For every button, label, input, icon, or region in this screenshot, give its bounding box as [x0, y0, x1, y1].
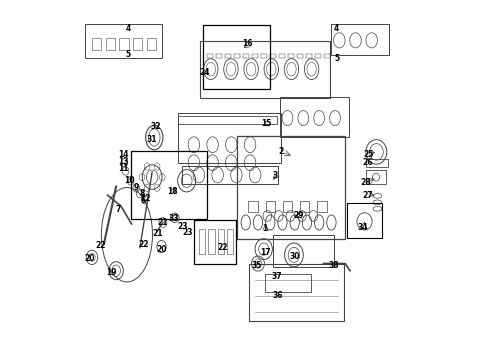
- Text: 22: 22: [218, 243, 228, 252]
- Bar: [208, 229, 215, 254]
- Bar: [324, 54, 330, 58]
- Text: 31: 31: [147, 135, 157, 144]
- Bar: [366, 159, 388, 167]
- Text: 4: 4: [334, 24, 340, 33]
- Text: 21: 21: [152, 229, 163, 238]
- Bar: [283, 201, 292, 212]
- Bar: [279, 54, 285, 58]
- Text: 13: 13: [118, 157, 128, 166]
- Text: 37: 37: [271, 272, 282, 281]
- Text: 35: 35: [251, 261, 262, 270]
- Bar: [199, 229, 205, 254]
- Text: 22: 22: [95, 241, 105, 250]
- Text: 29: 29: [293, 211, 303, 220]
- Bar: [218, 229, 224, 254]
- Text: 22: 22: [138, 240, 149, 248]
- Text: 26: 26: [363, 158, 373, 167]
- Text: 17: 17: [261, 248, 271, 257]
- Text: 23: 23: [178, 222, 188, 231]
- Text: 33: 33: [169, 215, 179, 223]
- Text: 10: 10: [124, 176, 134, 185]
- Bar: [225, 54, 231, 58]
- Bar: [147, 38, 156, 50]
- Text: 5: 5: [334, 54, 340, 63]
- Text: 16: 16: [243, 40, 253, 49]
- Text: 11: 11: [118, 164, 128, 173]
- Bar: [130, 151, 207, 219]
- Bar: [306, 54, 312, 58]
- Bar: [346, 203, 382, 238]
- Text: 20: 20: [156, 245, 167, 253]
- Text: 36: 36: [273, 292, 283, 300]
- Text: 18: 18: [167, 187, 177, 196]
- Text: 38: 38: [329, 261, 340, 270]
- Bar: [234, 54, 240, 58]
- Bar: [182, 166, 278, 184]
- Text: 8: 8: [140, 189, 145, 198]
- Text: 30: 30: [290, 252, 300, 261]
- Text: 9: 9: [134, 184, 139, 193]
- Bar: [252, 54, 258, 58]
- Text: 24: 24: [199, 68, 210, 77]
- Bar: [207, 54, 213, 58]
- Bar: [243, 54, 249, 58]
- Bar: [248, 201, 258, 212]
- Text: 34: 34: [358, 223, 368, 232]
- Text: 7: 7: [116, 205, 121, 214]
- Bar: [216, 54, 222, 58]
- Text: 1: 1: [262, 224, 268, 233]
- Bar: [270, 54, 276, 58]
- Bar: [194, 220, 236, 264]
- Text: 32: 32: [150, 122, 161, 131]
- Text: 4: 4: [125, 24, 131, 33]
- Text: 3: 3: [273, 171, 278, 180]
- Bar: [315, 54, 321, 58]
- Text: 12: 12: [140, 194, 150, 203]
- Bar: [106, 38, 115, 50]
- Text: 28: 28: [360, 179, 371, 188]
- Text: 5: 5: [125, 50, 130, 59]
- Bar: [261, 54, 267, 58]
- Text: 15: 15: [261, 119, 271, 128]
- Bar: [133, 38, 143, 50]
- Bar: [202, 25, 270, 89]
- Bar: [227, 229, 233, 254]
- Bar: [300, 201, 310, 212]
- Bar: [92, 38, 101, 50]
- Bar: [366, 170, 387, 184]
- Bar: [273, 235, 334, 267]
- Text: 6: 6: [141, 197, 146, 205]
- Bar: [288, 54, 294, 58]
- Text: 27: 27: [363, 191, 373, 199]
- Bar: [178, 116, 277, 124]
- Bar: [318, 201, 327, 212]
- Text: 19: 19: [106, 269, 116, 277]
- Text: 25: 25: [363, 150, 373, 159]
- Bar: [266, 201, 275, 212]
- Text: 21: 21: [158, 218, 168, 227]
- Bar: [120, 38, 129, 50]
- Text: 14: 14: [118, 150, 128, 159]
- Text: 20: 20: [84, 254, 95, 263]
- Text: 2: 2: [278, 148, 284, 157]
- Bar: [297, 54, 303, 58]
- Text: 23: 23: [183, 228, 194, 237]
